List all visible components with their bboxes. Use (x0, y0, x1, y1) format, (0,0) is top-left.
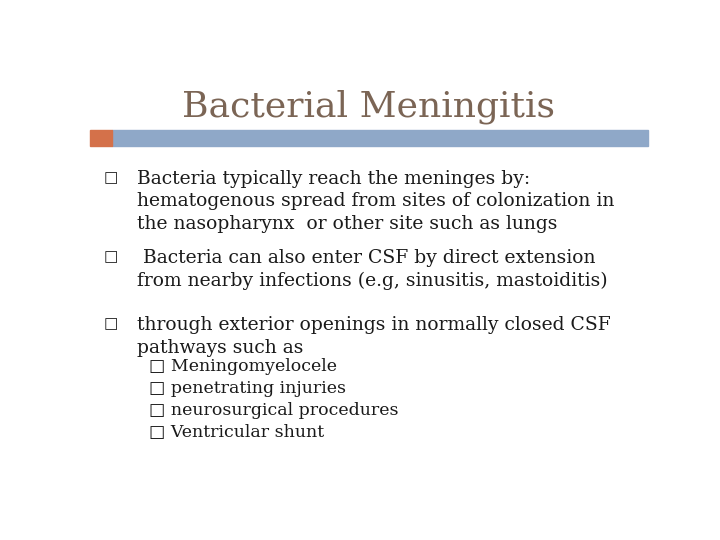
Text: Bacterial Meningitis: Bacterial Meningitis (182, 89, 556, 124)
Text: □ penetrating injuries: □ penetrating injuries (148, 380, 346, 397)
Bar (112, 130, 648, 146)
Text: through exterior openings in normally closed CSF
pathways such as: through exterior openings in normally cl… (138, 316, 611, 357)
Text: Bacteria typically reach the meninges by:
hematogenous spread from sites of colo: Bacteria typically reach the meninges by… (138, 170, 615, 233)
Text: □ neurosurgical procedures: □ neurosurgical procedures (148, 402, 398, 419)
Text: Bacteria can also enter CSF by direct extension
from nearby infections (e.g, sin: Bacteria can also enter CSF by direct ex… (138, 248, 608, 290)
Bar (90, 130, 112, 146)
Text: □: □ (104, 318, 118, 332)
Text: □: □ (104, 250, 118, 264)
Text: □: □ (104, 171, 118, 185)
Text: □ Meningomyelocele: □ Meningomyelocele (148, 358, 336, 375)
Text: □ Ventricular shunt: □ Ventricular shunt (148, 424, 324, 441)
